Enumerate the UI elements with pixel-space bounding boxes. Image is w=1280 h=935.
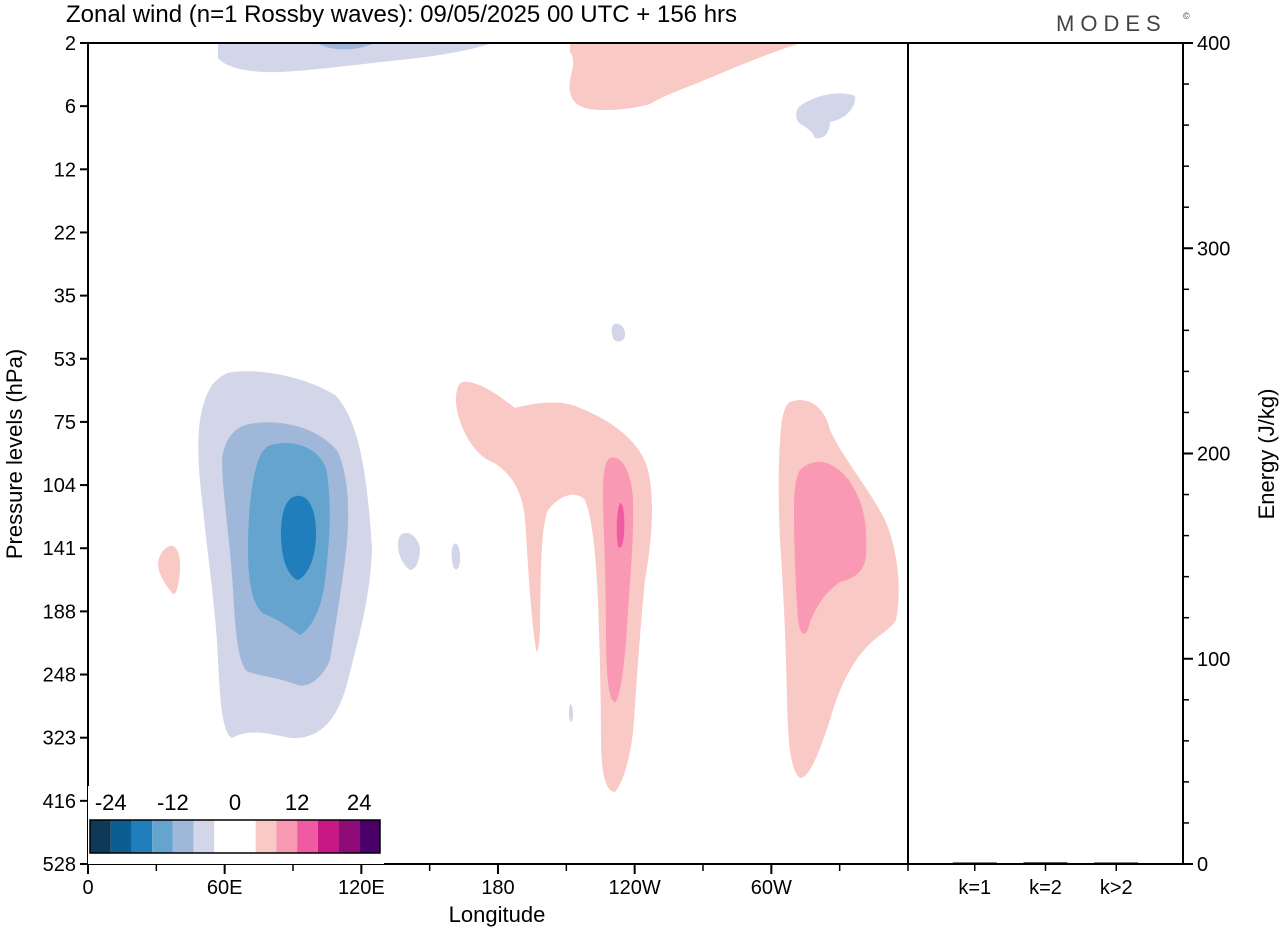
- y-tick-label: 53: [54, 349, 76, 371]
- contour-neg-top-level1: [218, 44, 490, 73]
- y-tick-label: 75: [54, 412, 76, 434]
- y-tick-label: 104: [43, 475, 76, 497]
- energy-bar-labels: k=1 k=2 k>2: [958, 864, 1133, 899]
- energy-bars: [952, 862, 1139, 864]
- colorbar-cell: [235, 820, 256, 853]
- colorbar-cell: [338, 820, 360, 853]
- colorbar-cell: [255, 820, 277, 853]
- contour-pos-120w-level1: [456, 381, 652, 792]
- energy-bar: [952, 862, 997, 864]
- y-tick-label: 528: [43, 854, 76, 876]
- y-axis-ticks: 2 6 12 22 35 53 75 104 141 188 248 323 416 528: [43, 33, 88, 876]
- colorbar-cell: [297, 820, 318, 853]
- energy-tick-label: 100: [1197, 649, 1230, 671]
- contour-pos-120w-level2: [603, 457, 634, 703]
- x-tick-label: 60E: [207, 877, 243, 899]
- energy-bar: [1094, 862, 1139, 864]
- energy-bar-label: k=2: [1029, 877, 1062, 899]
- x-tick-label: 120E: [338, 877, 385, 899]
- y-tick-label: 35: [54, 286, 76, 308]
- y-tick-label: 323: [43, 728, 76, 750]
- colorbar-cell: [152, 820, 173, 853]
- y-tick-label: 22: [54, 222, 76, 244]
- chart-title: Zonal wind (n=1 Rossby waves): 09/05/202…: [66, 1, 737, 28]
- contour-neg-blob-300: [568, 704, 574, 722]
- x-axis-ticks: 0 60E 120E 180 120W 60W: [82, 864, 909, 899]
- colorbar-cell: [172, 820, 194, 853]
- contour-pos-top: [569, 44, 798, 111]
- x-tick-label: 120W: [609, 877, 661, 899]
- logo-copyright-mark: ©: [1183, 11, 1190, 21]
- contour-pos-blob-left: [158, 545, 181, 595]
- energy-tick-label: 300: [1197, 238, 1230, 260]
- colorbar-cell: [90, 820, 111, 853]
- y-tick-label: 141: [43, 538, 76, 560]
- colorbar-ticks: -24 -12 0 12 24: [95, 790, 372, 815]
- colorbar-tick-label: -12: [157, 790, 189, 815]
- colorbar-cell: [359, 820, 380, 853]
- energy-tick-label: 400: [1197, 33, 1230, 55]
- contour-fills: [122, 44, 899, 864]
- x-tick-label: 60W: [751, 877, 792, 899]
- energy-tick-label: 200: [1197, 444, 1230, 466]
- x-tick-label: 180: [481, 877, 514, 899]
- colorbar-cell: [131, 820, 153, 853]
- y-tick-label: 416: [43, 791, 76, 813]
- y-axis-label: Pressure levels (hPa): [2, 349, 27, 559]
- contour-neg-blob-mid: [611, 323, 626, 342]
- energy-bar-label: k=1: [958, 877, 991, 899]
- energy-bar-label: k>2: [1100, 877, 1133, 899]
- y-tick-label: 6: [65, 96, 76, 118]
- colorbar-tick-label: -24: [95, 790, 127, 815]
- modes-logo: MODES: [1056, 11, 1167, 36]
- energy-bar: [1023, 862, 1068, 864]
- colorbar-cell: [276, 820, 298, 853]
- colorbar-cell: [214, 820, 235, 853]
- colorbar: -24 -12 0 12 24: [88, 786, 384, 864]
- y-tick-label: 248: [43, 665, 76, 687]
- contour-pos-120w-level3: [616, 503, 625, 548]
- colorbar-tick-label: 12: [285, 790, 309, 815]
- colorbar-tick-label: 24: [347, 790, 371, 815]
- contour-pos-60w-level2: [794, 461, 867, 634]
- colorbar-cell: [110, 820, 132, 853]
- colorbar-tick-label: 0: [229, 790, 241, 815]
- contour-neg-blob-141b: [451, 543, 461, 570]
- energy-axis-label: Energy (J/kg): [1254, 389, 1279, 520]
- contour-neg-blob-141a: [398, 532, 420, 570]
- x-tick-label: 0: [82, 877, 93, 899]
- colorbar-cell: [317, 820, 339, 853]
- x-axis-label: Longitude: [449, 902, 546, 927]
- colorbar-cell: [193, 820, 215, 853]
- contour-neg-main-level4: [281, 495, 316, 580]
- colorbar-frame: [89, 819, 381, 854]
- energy-axis-ticks: 0 100 200 300 400: [1183, 33, 1230, 876]
- colorbar-cells: [89, 819, 381, 854]
- y-tick-label: 2: [65, 33, 76, 55]
- contour-neg-blob-60w: [796, 93, 856, 139]
- contour-neg-top-level2: [318, 44, 372, 50]
- energy-tick-label: 0: [1197, 854, 1208, 876]
- y-tick-label: 188: [43, 601, 76, 623]
- y-tick-label: 12: [54, 159, 76, 181]
